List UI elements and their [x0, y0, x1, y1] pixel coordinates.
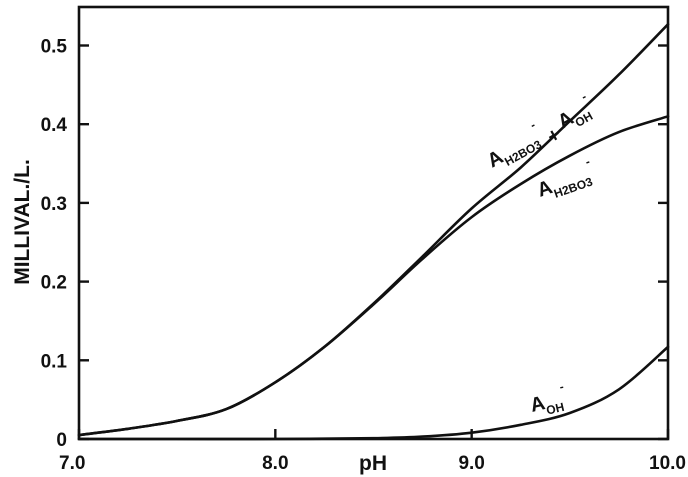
x-tick-label: 10.0 [649, 453, 686, 474]
x-axis-label: pH [359, 452, 387, 475]
y-tick-label: 0.1 [41, 351, 68, 372]
curve-borate [77, 115, 670, 437]
x-tick-label: 9.0 [458, 453, 484, 474]
y-tick-label: 0.5 [41, 37, 68, 58]
y-tick-label: 0.4 [41, 115, 68, 136]
curves [77, 23, 670, 441]
label-total: AH2BO3- + AOH- [480, 89, 601, 179]
x-tick-label: 8.0 [262, 453, 288, 474]
x-tick-label: 7.0 [59, 453, 85, 474]
y-tick-label: 0 [56, 430, 67, 451]
plot-frame [77, 5, 670, 441]
label-hydroxide: AOH- [526, 379, 569, 420]
tick-labels: 7.0 8.0 9.0 10.0 0 0.1 0.2 0.3 0.4 0.5 [41, 37, 686, 475]
curve-total [77, 23, 670, 437]
ticks [77, 44, 670, 441]
label-borate: AH2BO3- [532, 154, 598, 205]
y-axis-label: MILLIVAL./L. [11, 159, 34, 285]
curve-hydroxide [77, 345, 670, 441]
y-tick-label: 0.2 [41, 273, 67, 294]
y-tick-label: 0.3 [41, 194, 67, 215]
curve-labels: AH2BO3- + AOH-AH2BO3- AOH- [480, 89, 601, 420]
